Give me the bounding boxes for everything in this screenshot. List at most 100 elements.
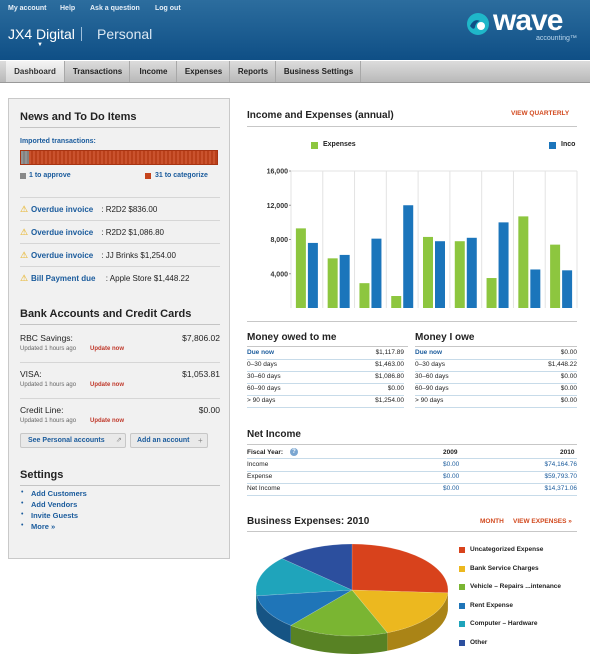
money-row-value: $0.00: [560, 385, 577, 392]
pie-legend-label: Bank Service Charges: [470, 564, 539, 572]
account-row[interactable]: RBC Savings: $7,806.02 Updated 1 hours ago…: [20, 331, 220, 361]
settings-link[interactable]: Add Vendors: [31, 500, 78, 509]
pie-slice[interactable]: [256, 589, 353, 626]
tab-income[interactable]: Income: [131, 61, 177, 82]
account-balance: $7,806.02: [182, 333, 220, 343]
see-personal-accounts-button[interactable]: See Personal accounts ⇗: [20, 433, 126, 448]
app-header: My account Help Ask a question Log out J…: [0, 0, 590, 60]
value-2010[interactable]: $59,793.70: [544, 473, 577, 480]
tab-reports[interactable]: Reports: [231, 61, 276, 82]
chart-rule: [247, 126, 577, 127]
news-item-link[interactable]: Bill Payment due: [31, 274, 96, 283]
news-item-link[interactable]: Overdue invoice: [31, 251, 94, 260]
money-row: 60–90 days $0.00: [415, 385, 577, 396]
money-row[interactable]: Due now $0.00: [415, 349, 577, 360]
logo-wordmark: wave: [493, 4, 563, 37]
news-item-link[interactable]: Overdue invoice: [31, 205, 94, 214]
pie-slice[interactable]: [351, 543, 449, 594]
pie-slice[interactable]: [351, 589, 449, 634]
money-row: 0–30 days $1,463.00: [247, 361, 404, 372]
settings-link[interactable]: Invite Guests: [31, 511, 79, 520]
expense-bar[interactable]: [454, 241, 465, 308]
income-expenses-chart: 16,000 12,000 8,000 4,000: [267, 169, 578, 308]
pie-slice[interactable]: [255, 558, 353, 597]
tab-business-settings[interactable]: Business Settings: [277, 61, 361, 82]
money-row-value: $0.00: [560, 373, 577, 380]
money-owed-rule: [247, 346, 408, 347]
news-divider: [20, 243, 220, 244]
update-now-link[interactable]: Update now: [90, 382, 124, 388]
expense-bar[interactable]: [391, 296, 402, 308]
expense-bar[interactable]: [423, 236, 433, 308]
income-bar[interactable]: [307, 242, 318, 308]
warning-icon: ⚠: [20, 227, 29, 237]
workspace-label[interactable]: Personal: [97, 26, 153, 42]
to-approve-link[interactable]: 1 to approve: [29, 172, 71, 179]
account-row[interactable]: VISA: $1,053.81 Updated 1 hours ago Update …: [20, 367, 220, 397]
business-expenses-pie[interactable]: [252, 538, 452, 666]
value-2009[interactable]: $0.00: [443, 485, 460, 492]
add-account-button[interactable]: Add an account +: [130, 433, 208, 448]
see-personal-label: See Personal accounts: [28, 437, 105, 444]
log-out-link[interactable]: Log out: [155, 5, 181, 12]
news-item-detail: : R2D2 $1,086.80: [101, 228, 164, 237]
settings-link[interactable]: More »: [31, 522, 56, 531]
tab-expenses[interactable]: Expenses: [178, 61, 230, 82]
income-bar[interactable]: [339, 254, 350, 308]
pie-legend-label: Rent Expense: [470, 601, 513, 609]
value-2010[interactable]: $14,371.06: [544, 485, 577, 492]
expenses-rule: [247, 531, 577, 532]
tab-transactions[interactable]: Transactions: [66, 61, 130, 82]
pie-slice[interactable]: [290, 589, 388, 637]
view-quarterly-link[interactable]: VIEW QUARTERLY: [511, 110, 570, 117]
ask-question-link[interactable]: Ask a question: [90, 5, 140, 12]
warning-icon: ⚠: [20, 273, 29, 283]
pie-slice[interactable]: [281, 543, 353, 591]
company-switcher[interactable]: JX4 Digital: [8, 26, 75, 42]
fiscal-year-label: Fiscal Year:: [247, 449, 284, 456]
update-now-link[interactable]: Update now: [90, 346, 124, 352]
income-bar[interactable]: [371, 238, 382, 308]
settings-link[interactable]: Add Customers: [31, 489, 87, 498]
income-bar[interactable]: [466, 237, 477, 308]
income-bar[interactable]: [498, 222, 509, 308]
caret-down-icon[interactable]: ▼: [37, 42, 43, 48]
main-nav: Dashboard Transactions Income Expenses R…: [0, 61, 590, 83]
update-now-link[interactable]: Update now: [90, 418, 124, 424]
expense-bar[interactable]: [327, 258, 338, 308]
account-row[interactable]: Credit Line: $0.00 Updated 1 hours ago Upda…: [20, 403, 220, 433]
net-income-header-row: Fiscal Year: ? 2009 2010: [247, 448, 577, 459]
value-2009[interactable]: $0.00: [443, 461, 460, 468]
expense-bar[interactable]: [486, 278, 497, 308]
income-bar[interactable]: [435, 241, 445, 308]
my-account-link[interactable]: My account: [8, 5, 47, 12]
to-categorize-link[interactable]: 31 to categorize: [155, 172, 208, 179]
income-bar[interactable]: [403, 205, 414, 308]
help-icon[interactable]: ?: [290, 448, 298, 456]
expense-bar[interactable]: [359, 283, 370, 308]
news-item: ⚠ Bill Payment due: Apple Store $1,448.22: [20, 272, 220, 286]
net-income-label: Expense: [247, 473, 273, 480]
y-tick-label: 16,000: [267, 169, 289, 176]
income-bar[interactable]: [530, 269, 541, 308]
money-row: > 90 days $0.00: [415, 397, 577, 408]
value-2009[interactable]: $0.00: [443, 473, 460, 480]
imported-progress-bar[interactable]: [20, 150, 218, 165]
expense-bar[interactable]: [295, 228, 306, 308]
money-row: 30–60 days $1,086.80: [247, 373, 404, 384]
expense-bar[interactable]: [518, 216, 529, 308]
money-row-value: $1,117.89: [375, 349, 404, 356]
wave-logo[interactable]: wave accounting™: [466, 4, 580, 46]
money-row[interactable]: Due now $1,117.89: [247, 349, 404, 360]
news-item: ⚠ Overdue invoice: R2D2 $836.00: [20, 203, 220, 217]
settings-rule: [20, 485, 220, 486]
news-item-link[interactable]: Overdue invoice: [31, 228, 94, 237]
tab-dashboard[interactable]: Dashboard: [6, 61, 65, 82]
income-bar[interactable]: [562, 270, 573, 308]
help-link[interactable]: Help: [60, 5, 76, 12]
value-2010[interactable]: $74,164.76: [544, 461, 577, 468]
month-link[interactable]: MONTH: [480, 518, 504, 525]
account-name: RBC Savings:: [20, 333, 73, 343]
view-expenses-link[interactable]: VIEW EXPENSES »: [513, 518, 572, 525]
expense-bar[interactable]: [550, 244, 561, 308]
